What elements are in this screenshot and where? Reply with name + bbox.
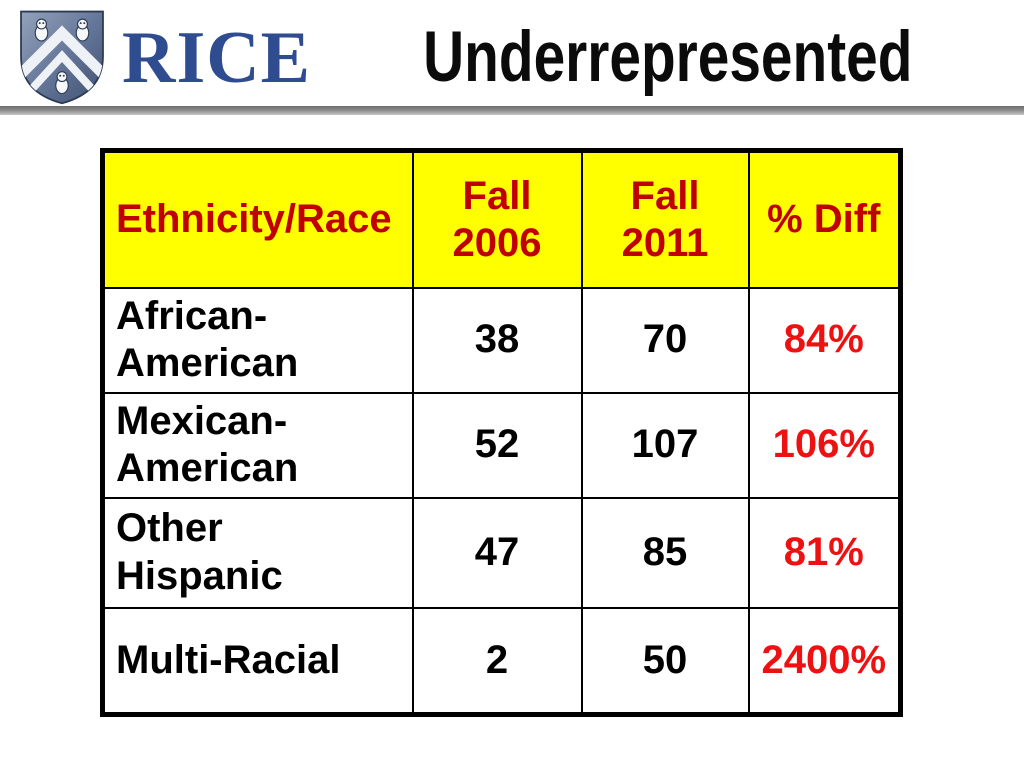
rice-wordmark: RICE <box>122 17 312 99</box>
header-divider-rule <box>0 106 1024 115</box>
table-row: Multi-Racial 2 50 2400% <box>101 606 902 716</box>
col-header-fall-2006: Fall 2006 <box>411 149 583 289</box>
pct-diff-cell: 84% <box>747 286 902 394</box>
col-header-fall-2011: Fall 2011 <box>580 149 750 289</box>
table-row: Mexican- American 52 107 106% <box>101 391 902 499</box>
pct-diff-cell: 106% <box>747 391 902 499</box>
col-header-ethnicity-race: Ethnicity/Race <box>101 149 414 289</box>
fall2011-cell: 50 <box>580 606 750 716</box>
rice-shield-icon <box>20 10 104 105</box>
pct-diff-cell: 81% <box>747 496 902 609</box>
col-header-pct-diff: % Diff <box>747 149 902 289</box>
table-row: Other Hispanic 47 85 81% <box>101 496 902 609</box>
fall2006-cell: 2 <box>411 606 583 716</box>
row-label: Other Hispanic <box>101 496 414 609</box>
row-label: Multi-Racial <box>101 606 414 716</box>
row-label: African- American <box>101 286 414 394</box>
rice-logo: RICE <box>0 0 311 106</box>
title-block: Underrepresented <box>311 0 1024 93</box>
fall2011-cell: 70 <box>580 286 750 394</box>
table-row: African- American 38 70 84% <box>101 286 902 394</box>
fall2011-cell: 85 <box>580 496 750 609</box>
fall2006-cell: 38 <box>411 286 583 394</box>
slide-title: Underrepresented <box>422 18 913 97</box>
enrollment-table: Ethnicity/Race Fall 2006 Fall 2011 % Dif… <box>100 148 903 717</box>
row-label: Mexican- American <box>101 391 414 499</box>
fall2011-cell: 107 <box>580 391 750 499</box>
slide-header: RICE Underrepresented <box>0 0 1024 106</box>
enrollment-table-wrap: Ethnicity/Race Fall 2006 Fall 2011 % Dif… <box>100 148 903 717</box>
fall2006-cell: 47 <box>411 496 583 609</box>
pct-diff-cell: 2400% <box>747 606 902 716</box>
fall2006-cell: 52 <box>411 391 583 499</box>
table-header-row: Ethnicity/Race Fall 2006 Fall 2011 % Dif… <box>101 149 902 289</box>
